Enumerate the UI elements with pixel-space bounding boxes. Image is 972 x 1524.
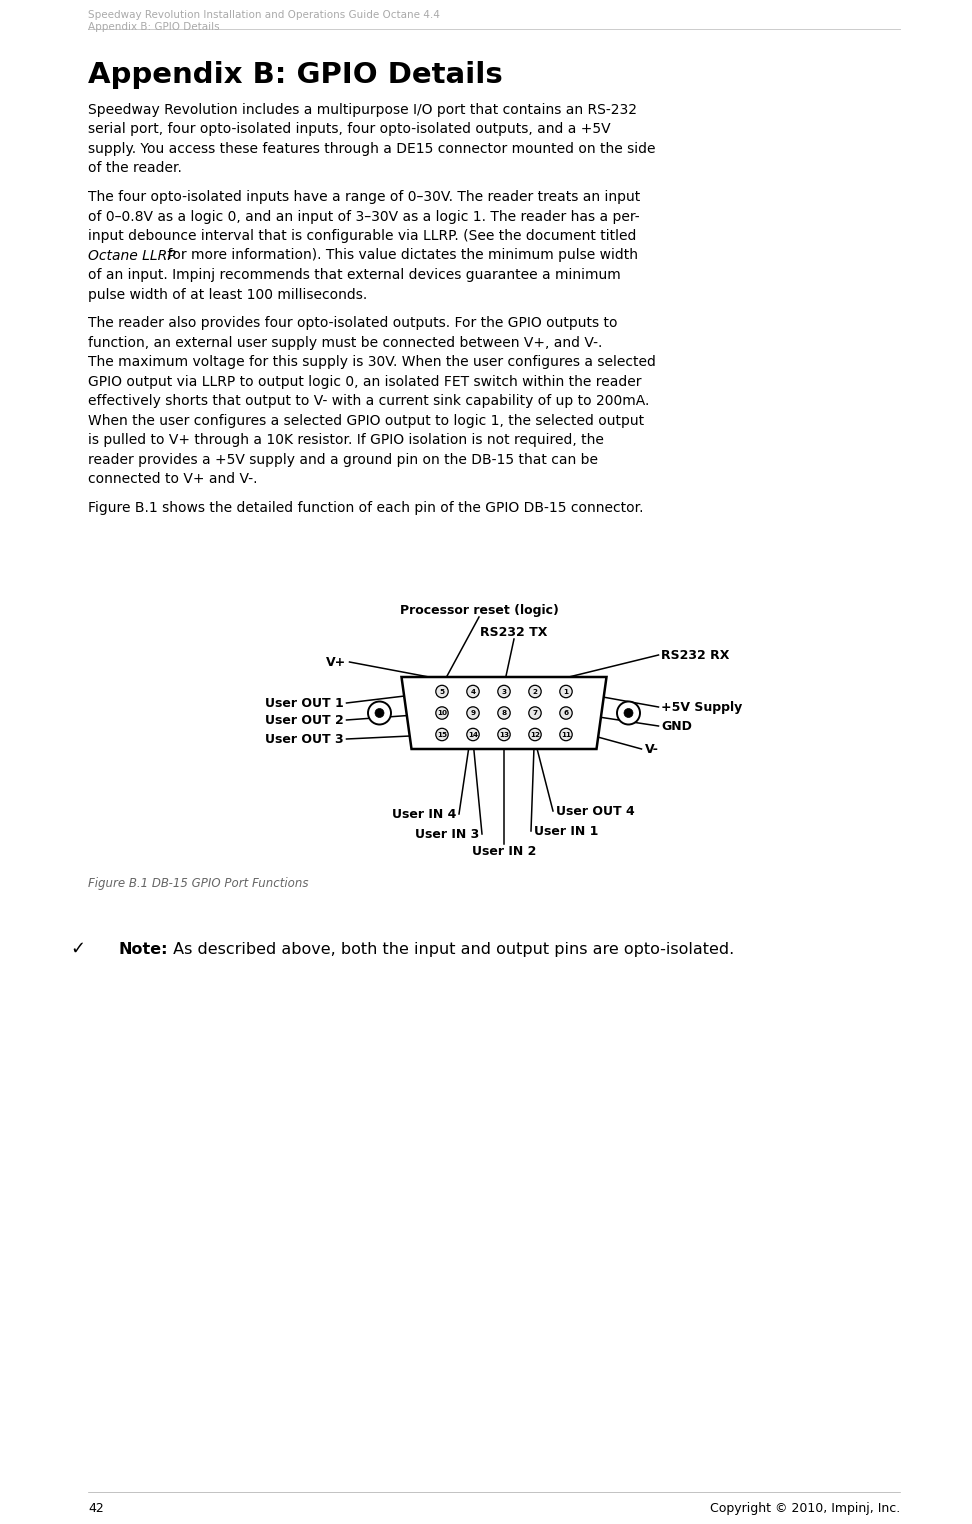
Text: reader provides a +5V supply and a ground pin on the DB-15 that can be: reader provides a +5V supply and a groun…: [88, 453, 598, 466]
Text: User IN 4: User IN 4: [392, 808, 456, 820]
Text: As described above, both the input and output pins are opto-isolated.: As described above, both the input and o…: [168, 942, 734, 957]
Circle shape: [375, 709, 384, 718]
Text: V+: V+: [327, 655, 346, 669]
Text: Note:: Note:: [118, 942, 167, 957]
Text: pulse width of at least 100 milliseconds.: pulse width of at least 100 milliseconds…: [88, 288, 367, 302]
Text: 5: 5: [439, 689, 444, 695]
Circle shape: [435, 686, 448, 698]
Circle shape: [560, 707, 573, 719]
Circle shape: [624, 709, 633, 718]
Text: 15: 15: [437, 732, 447, 738]
Text: 2: 2: [533, 689, 538, 695]
Text: 13: 13: [499, 732, 509, 738]
Text: function, an external user supply must be connected between V+, and V-.: function, an external user supply must b…: [88, 335, 603, 349]
Text: GPIO output via LLRP to output logic 0, an isolated FET switch within the reader: GPIO output via LLRP to output logic 0, …: [88, 375, 642, 389]
Text: of 0–0.8V as a logic 0, and an input of 3–30V as a logic 1. The reader has a per: of 0–0.8V as a logic 0, and an input of …: [88, 209, 640, 224]
Text: 42: 42: [88, 1503, 104, 1515]
Text: User OUT 2: User OUT 2: [264, 713, 343, 727]
Circle shape: [498, 728, 510, 741]
Circle shape: [617, 701, 640, 724]
Text: +5V Supply: +5V Supply: [662, 701, 743, 713]
Circle shape: [560, 686, 573, 698]
Text: Speedway Revolution includes a multipurpose I/O port that contains an RS-232: Speedway Revolution includes a multipurp…: [88, 104, 637, 117]
Text: User OUT 3: User OUT 3: [265, 733, 343, 745]
Text: 6: 6: [564, 710, 569, 716]
Circle shape: [467, 728, 479, 741]
Text: for more information). This value dictates the minimum pulse width: for more information). This value dictat…: [162, 248, 638, 262]
Text: connected to V+ and V-.: connected to V+ and V-.: [88, 472, 258, 486]
Polygon shape: [401, 677, 607, 748]
Text: User IN 2: User IN 2: [471, 844, 537, 858]
Circle shape: [498, 707, 510, 719]
Text: 3: 3: [502, 689, 506, 695]
Text: Copyright © 2010, Impinj, Inc.: Copyright © 2010, Impinj, Inc.: [710, 1503, 900, 1515]
Text: serial port, four opto-isolated inputs, four opto-isolated outputs, and a +5V: serial port, four opto-isolated inputs, …: [88, 122, 610, 137]
Circle shape: [498, 686, 510, 698]
Text: User OUT 1: User OUT 1: [264, 696, 343, 710]
Circle shape: [529, 686, 541, 698]
Text: 8: 8: [502, 710, 506, 716]
Text: The four opto-isolated inputs have a range of 0–30V. The reader treats an input: The four opto-isolated inputs have a ran…: [88, 190, 641, 204]
Text: V-: V-: [644, 742, 658, 756]
Text: 9: 9: [470, 710, 475, 716]
Text: Appendix B: GPIO Details: Appendix B: GPIO Details: [88, 61, 503, 88]
Text: 14: 14: [468, 732, 478, 738]
Circle shape: [560, 728, 573, 741]
Text: is pulled to V+ through a 10K resistor. If GPIO isolation is not required, the: is pulled to V+ through a 10K resistor. …: [88, 433, 604, 447]
Text: of an input. Impinj recommends that external devices guarantee a minimum: of an input. Impinj recommends that exte…: [88, 268, 621, 282]
Text: 4: 4: [470, 689, 475, 695]
Text: 1: 1: [564, 689, 569, 695]
Text: When the user configures a selected GPIO output to logic 1, the selected output: When the user configures a selected GPIO…: [88, 413, 644, 428]
Text: GND: GND: [662, 719, 692, 733]
Text: Speedway Revolution Installation and Operations Guide Octane 4.4: Speedway Revolution Installation and Ope…: [88, 11, 440, 20]
Text: 11: 11: [561, 732, 571, 738]
Text: Figure B.1 DB-15 GPIO Port Functions: Figure B.1 DB-15 GPIO Port Functions: [88, 876, 308, 890]
Text: RS232 RX: RS232 RX: [662, 649, 730, 661]
Circle shape: [435, 728, 448, 741]
Text: User IN 1: User IN 1: [534, 824, 599, 838]
Text: 12: 12: [530, 732, 540, 738]
Text: The maximum voltage for this supply is 30V. When the user configures a selected: The maximum voltage for this supply is 3…: [88, 355, 656, 369]
Text: Processor reset (logic): Processor reset (logic): [399, 604, 559, 617]
Text: User IN 3: User IN 3: [415, 828, 479, 841]
Text: Figure B.1 shows the detailed function of each pin of the GPIO DB-15 connector.: Figure B.1 shows the detailed function o…: [88, 500, 643, 515]
Circle shape: [529, 707, 541, 719]
Circle shape: [368, 701, 391, 724]
Circle shape: [467, 686, 479, 698]
Text: input debounce interval that is configurable via LLRP. (See the document titled: input debounce interval that is configur…: [88, 229, 637, 242]
Text: The reader also provides four opto-isolated outputs. For the GPIO outputs to: The reader also provides four opto-isola…: [88, 315, 617, 331]
Text: User OUT 4: User OUT 4: [556, 805, 635, 817]
Text: 10: 10: [437, 710, 447, 716]
Text: Octane LLRP: Octane LLRP: [88, 248, 176, 262]
Circle shape: [467, 707, 479, 719]
Text: RS232 TX: RS232 TX: [480, 626, 547, 639]
Text: ✓: ✓: [70, 940, 86, 959]
Text: 7: 7: [533, 710, 538, 716]
Text: supply. You access these features through a DE15 connector mounted on the side: supply. You access these features throug…: [88, 142, 655, 155]
Text: Appendix B: GPIO Details: Appendix B: GPIO Details: [88, 21, 220, 32]
Circle shape: [529, 728, 541, 741]
Text: effectively shorts that output to V- with a current sink capability of up to 200: effectively shorts that output to V- wit…: [88, 395, 649, 408]
Circle shape: [435, 707, 448, 719]
Text: of the reader.: of the reader.: [88, 162, 182, 175]
